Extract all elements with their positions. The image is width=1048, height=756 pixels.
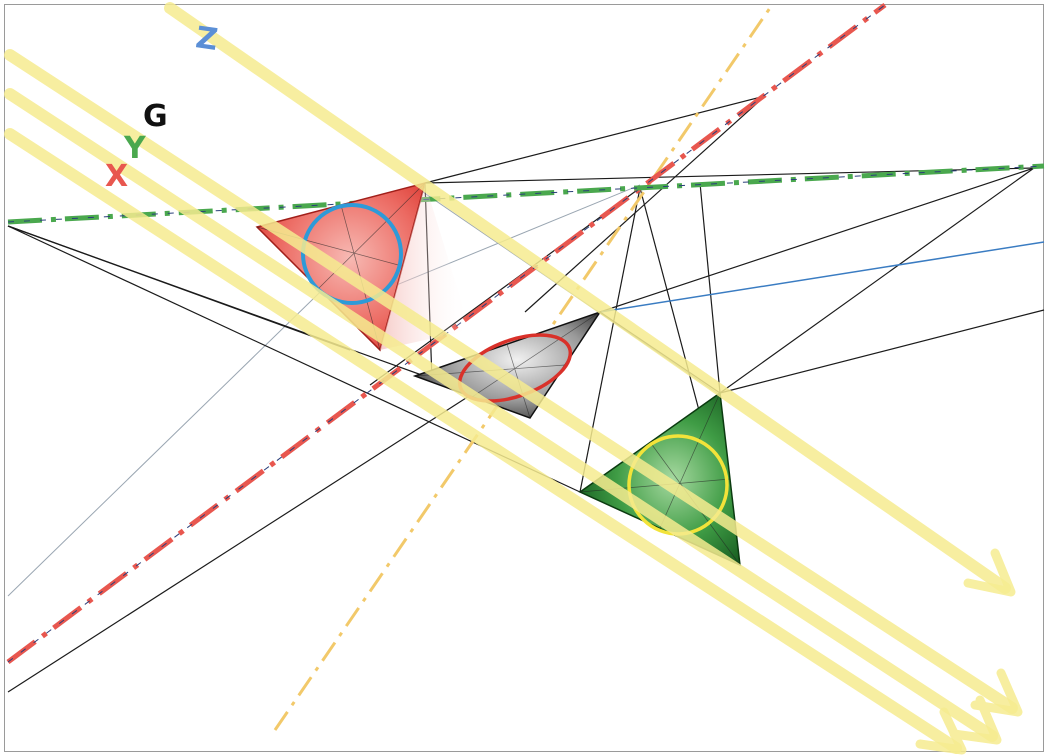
light-ray-3 [4, 88, 998, 742]
light-ray-1 [164, 2, 1011, 594]
ray-arrowhead-3 [949, 695, 1002, 745]
label-y: Y [123, 131, 147, 166]
ray-arrowhead-4 [915, 707, 967, 755]
label-x: X [105, 159, 128, 194]
label-g: G [143, 99, 168, 134]
ray-arrowheads [915, 548, 1023, 755]
light-ray-4 [4, 128, 962, 754]
blue-circle [301, 203, 403, 305]
light-ray-2 [4, 49, 1018, 714]
ray-arrowhead-1 [963, 548, 1016, 597]
ray-arrowhead-2 [970, 668, 1023, 717]
light-rays [4, 2, 1018, 754]
y-axis-blue-overlay [7, 165, 1045, 223]
blue-reference-line [599, 241, 1045, 313]
label-z: Z [193, 20, 219, 58]
